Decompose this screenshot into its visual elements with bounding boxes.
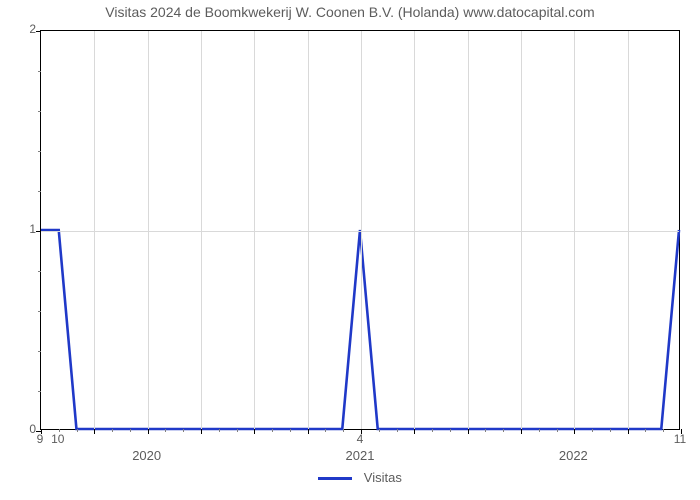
gridline-horizontal — [41, 231, 679, 232]
x-tick — [308, 429, 309, 434]
plot-area — [40, 30, 680, 430]
gridline-vertical — [628, 31, 629, 429]
line-series — [41, 31, 679, 429]
gridline-vertical — [521, 31, 522, 429]
gridline-vertical — [148, 31, 149, 429]
y-tick-label: 0 — [6, 422, 36, 436]
x-year-label: 2020 — [132, 448, 161, 463]
y-minor-tick — [38, 191, 41, 192]
x-minor-tick — [450, 429, 451, 432]
x-minor-tick — [432, 429, 433, 432]
x-minor-tick — [485, 429, 486, 432]
y-tick-label: 2 — [6, 22, 36, 36]
x-year-label: 2022 — [559, 448, 588, 463]
x-minor-tick — [557, 429, 558, 432]
y-tick-label: 1 — [6, 222, 36, 236]
x-tick — [574, 429, 575, 434]
gridline-vertical — [308, 31, 309, 429]
x-minor-tick — [592, 429, 593, 432]
gridline-vertical — [94, 31, 95, 429]
y-minor-tick — [38, 351, 41, 352]
x-tick — [254, 429, 255, 434]
x-minor-tick — [645, 429, 646, 432]
y-tick — [36, 231, 41, 232]
x-minor-tick — [237, 429, 238, 432]
x-minor-tick — [290, 429, 291, 432]
gridline-vertical — [254, 31, 255, 429]
y-minor-tick — [38, 271, 41, 272]
x-tick — [94, 429, 95, 434]
x-minor-tick — [503, 429, 504, 432]
x-tick — [521, 429, 522, 434]
x-tick — [628, 429, 629, 434]
y-minor-tick — [38, 151, 41, 152]
x-tick — [148, 429, 149, 434]
gridline-vertical — [468, 31, 469, 429]
y-tick — [36, 31, 41, 32]
y-minor-tick — [38, 391, 41, 392]
x-minor-tick — [325, 429, 326, 432]
x-tick — [414, 429, 415, 434]
x-minor-tick — [379, 429, 380, 432]
x-value-label: 11 — [674, 432, 686, 446]
x-minor-tick — [343, 429, 344, 432]
x-tick — [201, 429, 202, 434]
x-minor-tick — [272, 429, 273, 432]
legend: Visitas — [40, 470, 680, 485]
x-minor-tick — [539, 429, 540, 432]
chart-title: Visitas 2024 de Boomkwekerij W. Coonen B… — [0, 4, 700, 20]
x-value-label: 10 — [51, 432, 64, 446]
gridline-vertical — [414, 31, 415, 429]
x-value-label: 4 — [357, 432, 364, 446]
x-minor-tick — [112, 429, 113, 432]
x-value-label: 9 — [37, 432, 44, 446]
x-minor-tick — [130, 429, 131, 432]
legend-swatch — [318, 477, 352, 480]
y-minor-tick — [38, 311, 41, 312]
y-minor-tick — [38, 111, 41, 112]
x-minor-tick — [219, 429, 220, 432]
x-minor-tick — [610, 429, 611, 432]
gridline-vertical — [574, 31, 575, 429]
x-minor-tick — [663, 429, 664, 432]
x-minor-tick — [183, 429, 184, 432]
gridline-vertical — [201, 31, 202, 429]
x-year-label: 2021 — [346, 448, 375, 463]
x-tick — [468, 429, 469, 434]
x-minor-tick — [77, 429, 78, 432]
y-minor-tick — [38, 71, 41, 72]
legend-label: Visitas — [364, 470, 402, 485]
x-minor-tick — [397, 429, 398, 432]
gridline-vertical — [361, 31, 362, 429]
x-minor-tick — [165, 429, 166, 432]
